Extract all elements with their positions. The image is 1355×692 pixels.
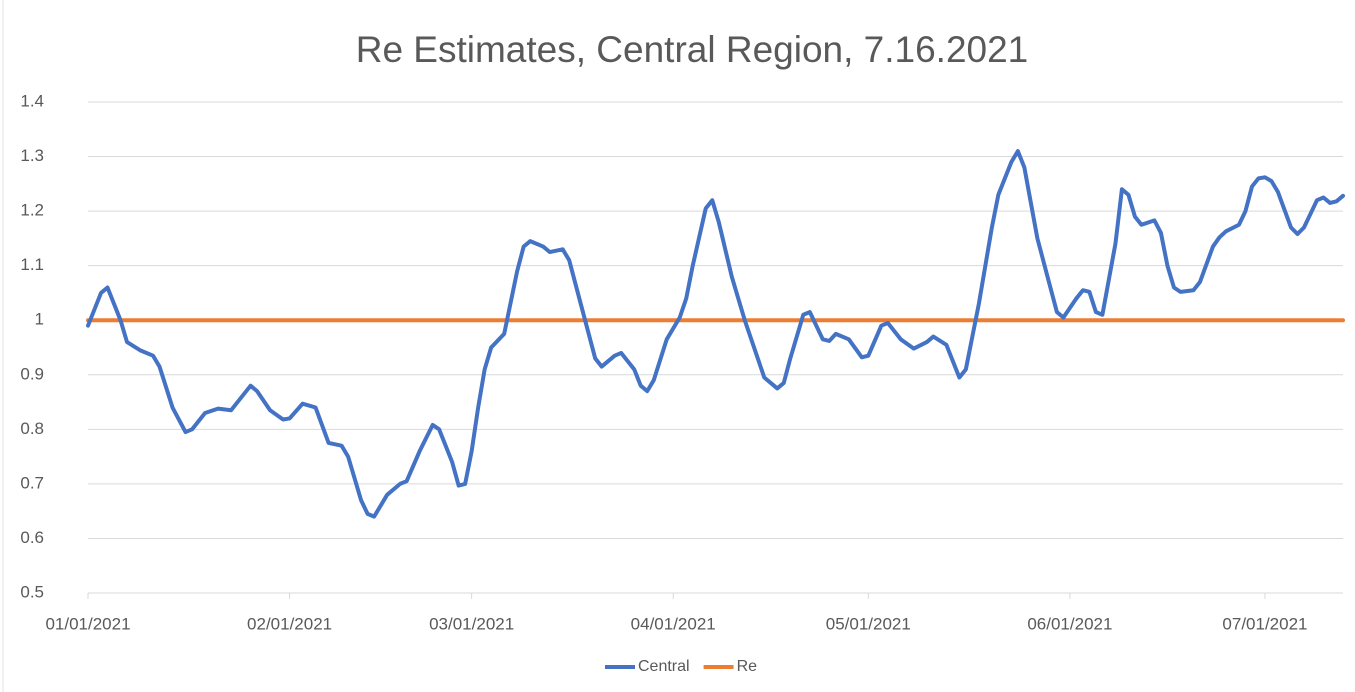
series-line — [86, 149, 1345, 519]
x-tick-label: 04/01/2021 — [631, 614, 716, 633]
y-tick-label: 0.5 — [20, 582, 44, 601]
x-tick-label: 07/01/2021 — [1222, 614, 1307, 633]
y-tick-label: 0.9 — [20, 364, 44, 383]
y-tick-label: 1.2 — [20, 201, 44, 220]
x-tick-label: 05/01/2021 — [826, 614, 911, 633]
chart-title: Re Estimates, Central Region, 7.16.2021 — [356, 29, 1029, 70]
y-tick-label: 0.6 — [20, 528, 44, 547]
y-tick-label: 1 — [35, 310, 44, 329]
y-tick-label: 0.8 — [20, 419, 44, 438]
legend-label: Central — [638, 658, 690, 675]
x-tick-label: 03/01/2021 — [429, 614, 514, 633]
y-tick-label: 0.7 — [20, 473, 44, 492]
legend-label: Re — [737, 658, 758, 675]
y-tick-label: 1.3 — [20, 146, 44, 165]
x-tick-label: 06/01/2021 — [1027, 614, 1112, 633]
y-tick-label: 1.4 — [20, 91, 44, 110]
x-tick-label: 01/01/2021 — [45, 614, 130, 633]
x-tick-label: 02/01/2021 — [247, 614, 332, 633]
y-tick-label: 1.1 — [20, 255, 44, 274]
